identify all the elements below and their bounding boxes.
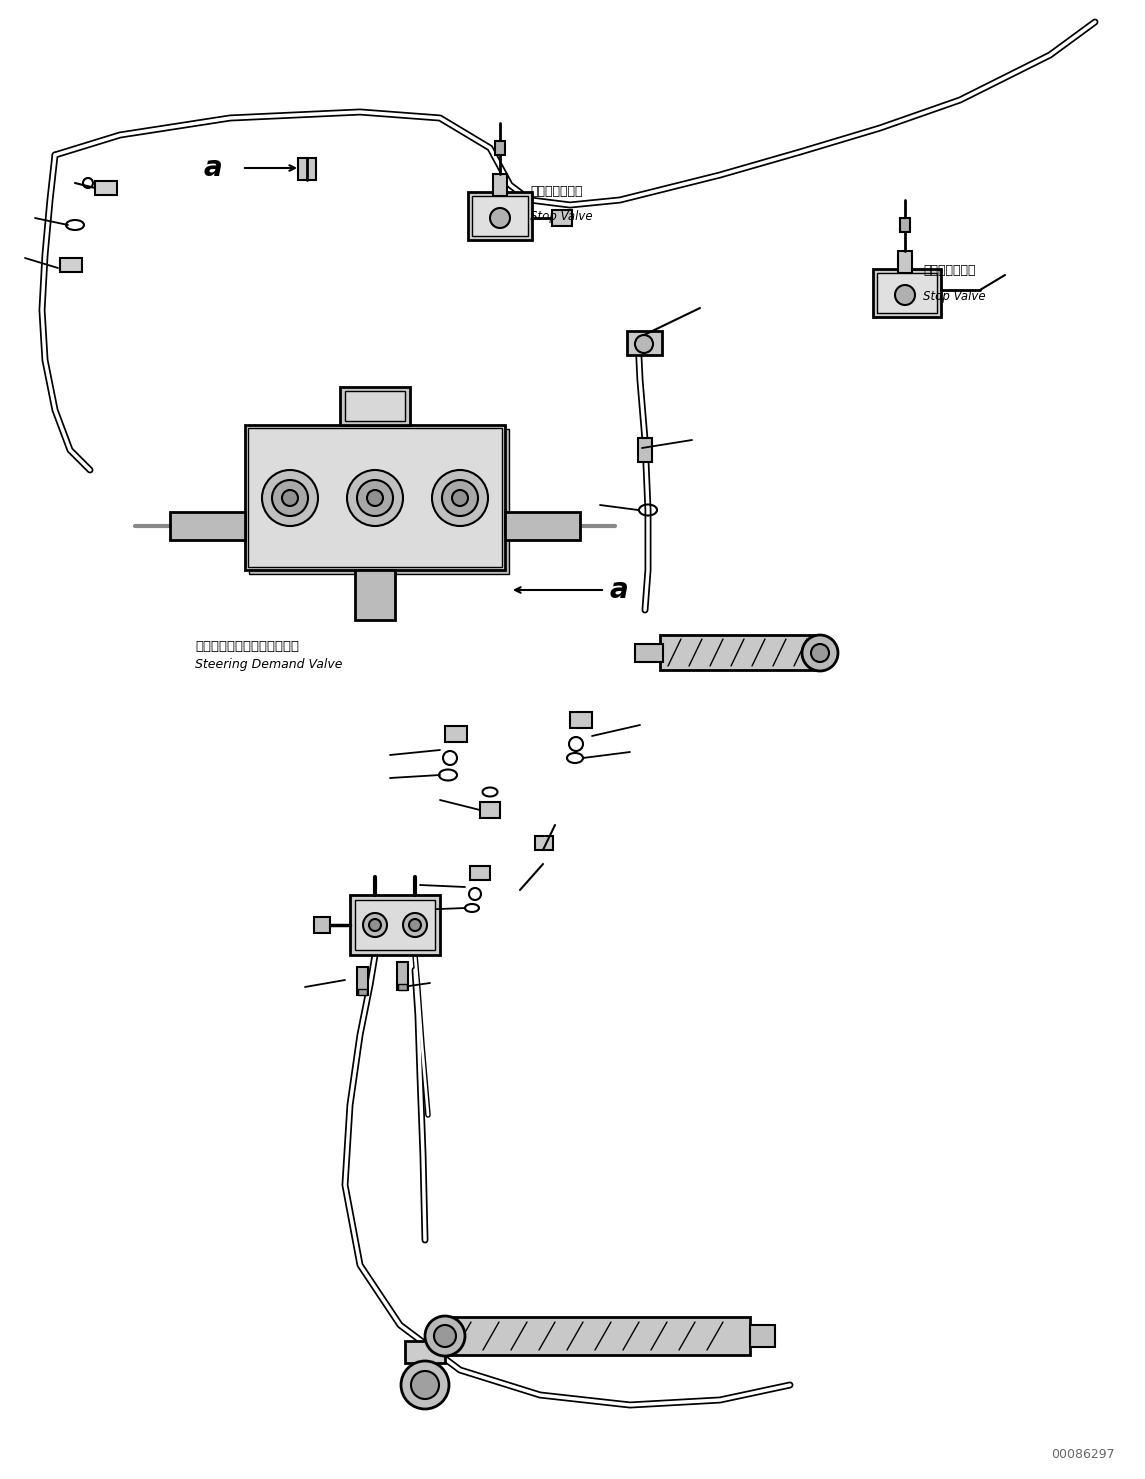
- Circle shape: [347, 470, 403, 527]
- Text: ストップバルブ: ストップバルブ: [923, 263, 976, 277]
- Circle shape: [442, 481, 477, 516]
- Bar: [298, 158, 316, 180]
- Bar: [405, 1341, 445, 1364]
- Circle shape: [401, 1361, 449, 1409]
- Text: Steering Demand Valve: Steering Demand Valve: [195, 658, 342, 671]
- Bar: [493, 175, 507, 197]
- Text: ストップバルブ: ストップバルブ: [530, 185, 583, 198]
- Circle shape: [434, 1325, 456, 1347]
- Circle shape: [273, 481, 308, 516]
- Bar: [248, 427, 502, 566]
- Bar: [248, 429, 510, 574]
- Circle shape: [635, 336, 653, 353]
- Bar: [361, 524, 376, 534]
- Bar: [638, 438, 652, 461]
- Bar: [350, 895, 440, 955]
- Bar: [340, 387, 410, 424]
- Bar: [345, 390, 405, 422]
- Circle shape: [895, 285, 915, 305]
- Text: a: a: [610, 575, 629, 603]
- Circle shape: [368, 490, 382, 506]
- Bar: [552, 210, 572, 226]
- Circle shape: [262, 470, 318, 527]
- Bar: [358, 461, 378, 476]
- Bar: [398, 984, 406, 989]
- Text: Stop Valve: Stop Valve: [923, 290, 986, 303]
- Bar: [245, 424, 505, 569]
- Circle shape: [409, 918, 421, 930]
- Text: Stop Valve: Stop Valve: [530, 210, 593, 223]
- Bar: [169, 512, 245, 540]
- Bar: [872, 269, 941, 317]
- Bar: [360, 488, 376, 500]
- Bar: [355, 569, 395, 620]
- Bar: [495, 141, 505, 155]
- Circle shape: [357, 481, 393, 516]
- Text: a: a: [204, 154, 222, 182]
- Bar: [627, 331, 662, 355]
- Bar: [469, 867, 490, 880]
- Bar: [660, 634, 820, 670]
- Bar: [505, 512, 581, 540]
- Circle shape: [369, 918, 381, 930]
- Circle shape: [811, 643, 829, 663]
- Bar: [535, 836, 553, 850]
- Bar: [877, 274, 937, 314]
- Circle shape: [411, 1371, 439, 1399]
- Bar: [472, 197, 528, 237]
- Bar: [898, 251, 913, 274]
- Bar: [468, 192, 532, 240]
- Circle shape: [490, 209, 510, 228]
- Bar: [440, 1316, 750, 1355]
- Bar: [397, 961, 408, 989]
- Bar: [60, 257, 82, 272]
- Bar: [480, 802, 500, 818]
- Circle shape: [452, 490, 468, 506]
- Circle shape: [403, 913, 427, 938]
- Bar: [357, 967, 368, 995]
- Circle shape: [432, 470, 488, 527]
- Bar: [750, 1325, 775, 1347]
- Bar: [635, 643, 663, 663]
- Bar: [445, 726, 467, 742]
- Bar: [95, 180, 117, 195]
- Circle shape: [425, 1316, 465, 1356]
- Bar: [355, 901, 435, 950]
- Bar: [358, 989, 368, 995]
- Bar: [570, 711, 592, 728]
- Circle shape: [362, 546, 374, 558]
- Circle shape: [282, 490, 298, 506]
- Text: 00086297: 00086297: [1051, 1448, 1115, 1461]
- Circle shape: [802, 634, 838, 671]
- Bar: [900, 217, 910, 232]
- Text: ステアリングデマンドバルブ: ステアリングデマンドバルブ: [195, 640, 299, 654]
- Circle shape: [363, 913, 387, 938]
- Bar: [314, 917, 330, 933]
